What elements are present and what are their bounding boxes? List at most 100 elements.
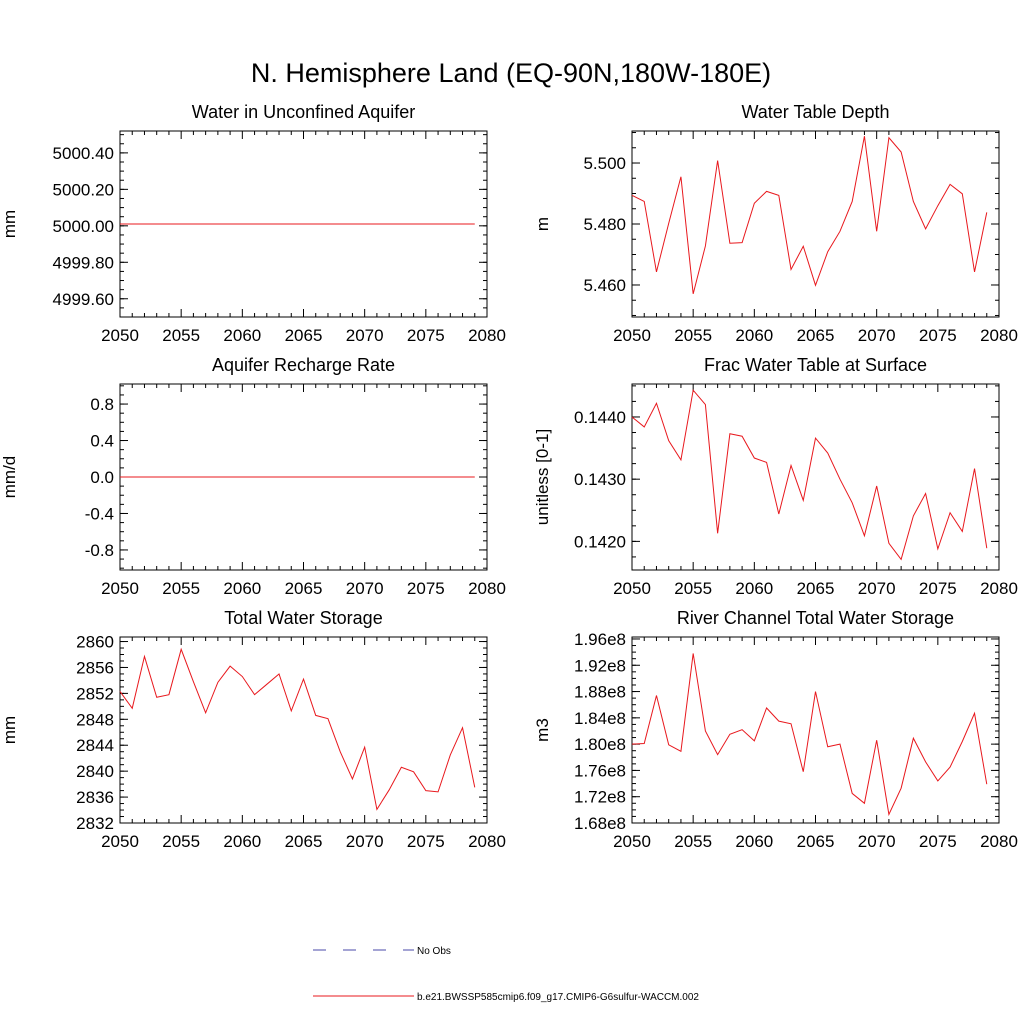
x-tick-label: 2050 [101, 832, 139, 851]
x-tick-label: 2075 [407, 326, 445, 345]
figure-title: N. Hemisphere Land (EQ-90N,180W-180E) [251, 58, 771, 88]
y-tick-label: 1.80e8 [574, 735, 626, 754]
x-tick-label: 2050 [101, 579, 139, 598]
x-tick-label: 2055 [674, 579, 712, 598]
x-tick-label: 2050 [613, 579, 651, 598]
chart-panels: Water in Unconfined Aquifer 2050 2055 2060 2… [0, 102, 1018, 851]
x-tick-label: 2080 [980, 832, 1018, 851]
x-tick-label: 2080 [980, 579, 1018, 598]
y-tick-label: 1.92e8 [574, 656, 626, 675]
x-tick-label: 2055 [162, 832, 200, 851]
chart-panel: River Channel Total Water Storage 2050 205… [533, 608, 1018, 851]
y-axis-label: mm [0, 210, 19, 238]
x-tick-label: 2070 [346, 579, 384, 598]
y-axis-label: m [533, 217, 552, 231]
x-tick-label: 2070 [346, 832, 384, 851]
plot-frame [119, 636, 488, 824]
x-tick-label: 2055 [674, 832, 712, 851]
x-tick-label: 2075 [919, 579, 957, 598]
series-line [631, 653, 988, 817]
x-tick-label: 2065 [285, 326, 323, 345]
y-axis-label: mm/d [0, 456, 19, 499]
y-tick-label: 2856 [76, 658, 114, 677]
x-tick-label: 2080 [468, 579, 506, 598]
x-tick-label: 2080 [468, 326, 506, 345]
x-tick-label: 2055 [674, 326, 712, 345]
x-tick-label: 2060 [735, 579, 773, 598]
legend-label: No Obs [417, 946, 451, 957]
x-tick-label: 2070 [858, 579, 896, 598]
x-tick-label: 2075 [407, 579, 445, 598]
chart-panel: Frac Water Table at Surface 2050 2055 2060 2… [533, 355, 1018, 598]
plot-frame [631, 130, 1000, 318]
x-tick-label: 2065 [285, 832, 323, 851]
x-tick-label: 2065 [797, 832, 835, 851]
y-tick-label: 0.4 [90, 432, 114, 451]
y-tick-label: 5.480 [583, 215, 626, 234]
panel-title: Aquifer Recharge Rate [212, 355, 395, 375]
x-tick-label: 2070 [858, 326, 896, 345]
y-axis-label: unitless [0-1] [533, 429, 552, 525]
y-tick-label: 2860 [76, 633, 114, 652]
x-tick-label: 2070 [858, 832, 896, 851]
x-tick-label: 2065 [797, 579, 835, 598]
y-tick-label: 5000.40 [53, 144, 114, 163]
y-tick-label: -0.8 [85, 541, 114, 560]
x-tick-label: 2050 [101, 326, 139, 345]
chart-panel: Water Table Depth 2050 2055 2060 2065 2070 207… [533, 102, 1018, 345]
x-tick-label: 2055 [162, 579, 200, 598]
x-tick-label: 2060 [735, 832, 773, 851]
x-tick-label: 2050 [613, 832, 651, 851]
y-tick-label: 5000.00 [53, 217, 114, 236]
y-tick-label: 2852 [76, 684, 114, 703]
y-tick-label: -0.4 [85, 504, 114, 523]
panel-title: River Channel Total Water Storage [677, 608, 954, 628]
y-tick-label: 0.8 [90, 395, 114, 414]
x-tick-label: 2080 [980, 326, 1018, 345]
panel-title: Water Table Depth [741, 102, 889, 122]
y-tick-label: 1.72e8 [574, 788, 626, 807]
x-tick-label: 2055 [162, 326, 200, 345]
x-tick-label: 2070 [346, 326, 384, 345]
panel-title: Total Water Storage [224, 608, 382, 628]
panel-title: Frac Water Table at Surface [704, 355, 927, 375]
y-tick-label: 2836 [76, 788, 114, 807]
series-line [631, 136, 988, 294]
chart-panel: Water in Unconfined Aquifer 2050 2055 2060 2… [0, 102, 506, 345]
x-tick-label: 2060 [223, 579, 261, 598]
y-tick-label: 4999.60 [53, 290, 114, 309]
x-tick-label: 2075 [407, 832, 445, 851]
x-tick-label: 2050 [613, 326, 651, 345]
y-tick-label: 4999.80 [53, 253, 114, 272]
y-tick-label: 2840 [76, 762, 114, 781]
panel-title: Water in Unconfined Aquifer [192, 102, 415, 122]
y-tick-label: 5000.20 [53, 180, 114, 199]
x-tick-label: 2065 [285, 579, 323, 598]
y-tick-label: 1.84e8 [574, 709, 626, 728]
chart-panel: Total Water Storage 2050 2055 2060 2065 2070 2… [0, 608, 506, 851]
series-line [119, 647, 476, 811]
legend-label: b.e21.BWSSP585cmip6.f09_g17.CMIP6-G6sulf… [417, 992, 699, 1003]
y-axis-label: mm [0, 716, 19, 744]
y-tick-label: 1.88e8 [574, 683, 626, 702]
plot-frame [631, 383, 1000, 571]
series-line [631, 389, 988, 561]
legend: No Obs b.e21.BWSSP585cmip6.f09_g17.CMIP6-… [313, 946, 699, 1003]
y-tick-label: 5.460 [583, 276, 626, 295]
x-tick-label: 2080 [468, 832, 506, 851]
x-tick-label: 2065 [797, 326, 835, 345]
chart-panel: Aquifer Recharge Rate 2050 2055 2060 2065 207… [0, 355, 506, 598]
y-tick-label: 2832 [76, 814, 114, 833]
plot-frame [631, 636, 1000, 824]
y-axis-label: m3 [533, 718, 552, 742]
y-tick-label: 2844 [76, 736, 114, 755]
x-tick-label: 2060 [223, 326, 261, 345]
y-tick-label: 5.500 [583, 154, 626, 173]
y-tick-label: 0.1420 [574, 532, 626, 551]
x-tick-label: 2075 [919, 832, 957, 851]
y-tick-label: 2848 [76, 710, 114, 729]
y-tick-label: 0.1430 [574, 470, 626, 489]
y-tick-label: 1.68e8 [574, 814, 626, 833]
y-tick-label: 0.0 [90, 468, 114, 487]
